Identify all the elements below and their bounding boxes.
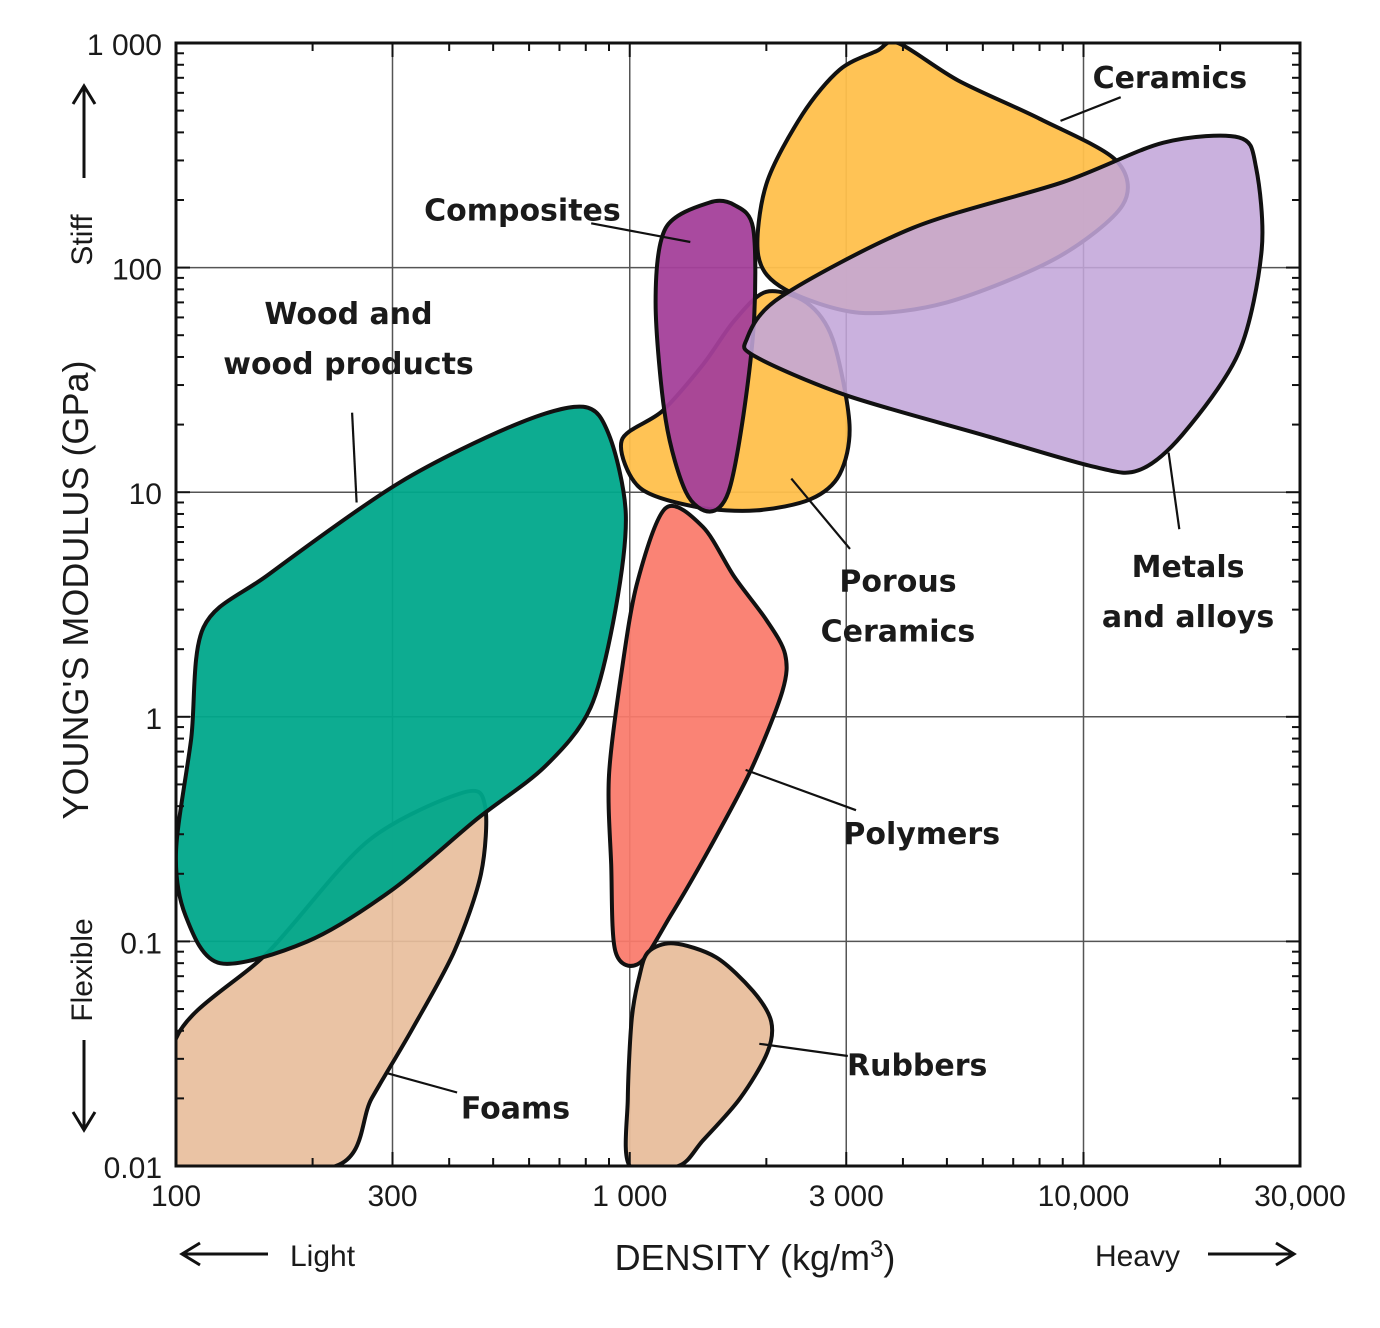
label-line: and alloys xyxy=(1102,600,1274,635)
region-polymers xyxy=(606,504,789,968)
leader-lines xyxy=(351,96,1181,1094)
label-rubbers: Rubbers xyxy=(847,1049,987,1084)
material-regions xyxy=(176,43,1265,1166)
x-tick-label: 300 xyxy=(367,1180,417,1213)
x-tick-label: 1 000 xyxy=(592,1180,667,1213)
label-line: Ceramics xyxy=(1093,61,1248,96)
label-metals: Metals and alloys xyxy=(1102,550,1274,635)
region-labels: Foams Wood and wood products Polymers Rubber… xyxy=(223,61,1274,1127)
leader-polymers xyxy=(745,768,857,812)
plot-frame xyxy=(174,41,1302,1168)
region-wood xyxy=(176,404,628,966)
leader-foams xyxy=(385,1071,458,1094)
label-line: Composites xyxy=(424,193,621,228)
leader-ceramics xyxy=(1060,96,1122,122)
region-metals xyxy=(742,133,1265,475)
flexible-indicator: Flexible xyxy=(66,918,99,1133)
leader-porous-ceramics xyxy=(790,477,851,550)
leader-composites xyxy=(590,222,691,244)
y-tick-label: 1 xyxy=(145,703,162,736)
label-composites: Composites xyxy=(424,193,621,228)
heavy-label: Heavy xyxy=(1095,1240,1180,1273)
flexible-label: Flexible xyxy=(66,918,99,1021)
tick-labels: 100 300 1 000 3 000 10,000 30,000 0.01 0.1 1 10 10… xyxy=(87,29,1346,1213)
label-line: Wood and xyxy=(264,297,432,332)
label-foams: Foams xyxy=(461,1092,570,1127)
region-composites xyxy=(653,198,758,514)
y-axis-title: YOUNG'S MODULUS (GPa) xyxy=(55,361,96,820)
label-line: Rubbers xyxy=(847,1049,987,1084)
light-label: Light xyxy=(290,1240,356,1273)
label-line: Foams xyxy=(461,1092,570,1127)
label-line: Metals xyxy=(1132,550,1245,585)
leader-metals xyxy=(1167,452,1181,530)
y-tick-label: 10 xyxy=(129,478,162,511)
y-tick-label: 1 000 xyxy=(87,29,162,62)
y-tick-label: 0.1 xyxy=(120,927,162,960)
region-rubbers xyxy=(623,941,775,1166)
leader-wood xyxy=(351,412,358,503)
down-arrow-icon xyxy=(71,1040,97,1133)
stiff-indicator: Stiff xyxy=(66,83,99,266)
label-polymers: Polymers xyxy=(843,817,1000,852)
label-porous-ceramics: Porous Ceramics xyxy=(821,564,976,649)
x-tick-label: 100 xyxy=(151,1180,201,1213)
stiff-label: Stiff xyxy=(66,214,99,266)
right-arrow-icon xyxy=(1208,1241,1297,1267)
label-ceramics: Ceramics xyxy=(1093,61,1248,96)
heavy-indicator: Heavy xyxy=(1095,1240,1297,1273)
x-axis-title: DENSITY (kg/m3) xyxy=(615,1236,896,1279)
label-line: Porous xyxy=(839,564,956,599)
label-line: Ceramics xyxy=(821,614,976,649)
left-arrow-icon xyxy=(179,1241,268,1267)
light-indicator: Light xyxy=(179,1240,356,1273)
leader-rubbers xyxy=(759,1042,848,1058)
label-wood: Wood and wood products xyxy=(223,297,474,382)
y-tick-label: 100 xyxy=(112,254,162,287)
x-tick-label: 10,000 xyxy=(1038,1180,1130,1213)
up-arrow-icon xyxy=(71,83,97,178)
y-tick-label: 0.01 xyxy=(104,1152,162,1185)
label-line: Polymers xyxy=(843,817,1000,852)
x-tick-label: 3 000 xyxy=(809,1180,884,1213)
label-line: wood products xyxy=(223,347,474,382)
x-tick-label: 30,000 xyxy=(1254,1180,1346,1213)
plot-border xyxy=(174,41,1302,1168)
